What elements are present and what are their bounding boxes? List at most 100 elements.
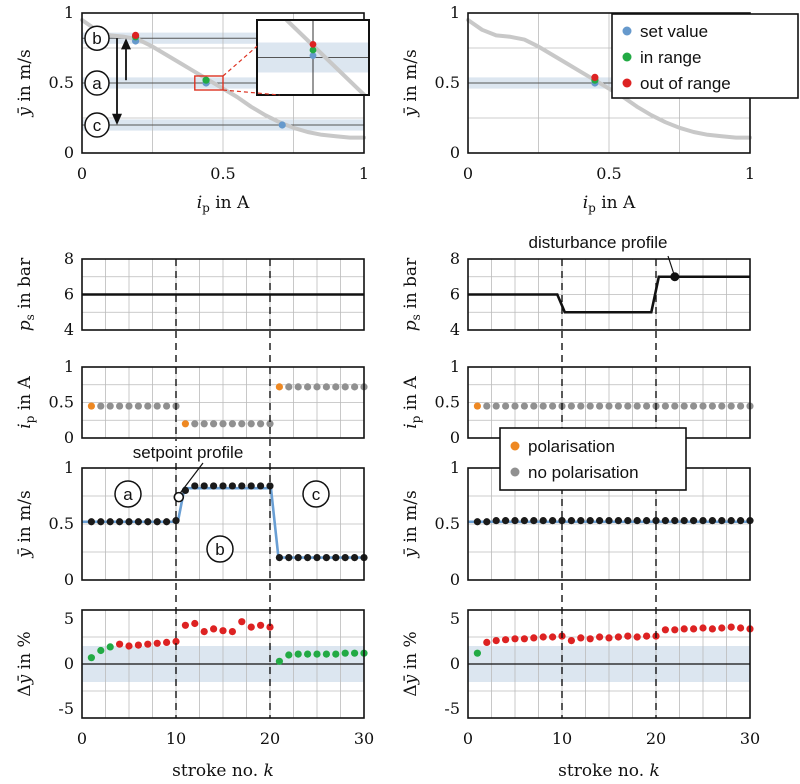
- label-bg: [108, 441, 268, 463]
- y-tick-label: 1: [64, 3, 74, 22]
- plot-frame: [81, 467, 365, 581]
- data-point: [210, 625, 218, 633]
- data-point: [737, 517, 745, 525]
- data-point: [116, 518, 124, 526]
- data-point: [153, 402, 161, 410]
- data-point: [125, 642, 133, 650]
- data-point: [97, 518, 105, 526]
- circle-label-text: c: [93, 116, 102, 135]
- data-point: [708, 625, 717, 633]
- y-axis-label: ȳ in m/s: [15, 490, 35, 558]
- data-point: [257, 482, 265, 490]
- y-tick-label: 6: [450, 285, 460, 304]
- chart-tr: 0 0.5 1 0 0.5 1 ip in A ȳ in m/s: [401, 3, 755, 215]
- data-point: [144, 518, 152, 526]
- x-tick-label: 0: [463, 729, 473, 748]
- marker-out-of_range: [591, 73, 599, 81]
- y-axis-label-group: ȳ in m/s: [401, 490, 421, 558]
- data-point: [520, 635, 529, 643]
- label-bg: [500, 230, 698, 254]
- data-point: [106, 643, 114, 651]
- legend-marker: [622, 26, 632, 36]
- y-axis-label-group: Δȳ in %: [15, 631, 35, 696]
- data-point: [661, 626, 670, 634]
- y-tick-label: 0: [64, 570, 74, 589]
- data-point: [596, 517, 604, 525]
- data-point: [219, 627, 227, 635]
- data-point: [134, 518, 142, 526]
- tl-annotations: b a c: [84, 19, 370, 138]
- inset-marker-set-value: [309, 52, 317, 60]
- disturbance-pointer: [667, 255, 676, 277]
- data-point: [577, 634, 585, 642]
- disturbance-profile-label: disturbance profile: [529, 233, 668, 252]
- legend-marker: [622, 52, 632, 62]
- circle-label-text: a: [123, 485, 133, 504]
- x-tick-label: 10: [552, 729, 572, 748]
- data-point: [690, 517, 698, 525]
- circle-label-a: [114, 480, 142, 508]
- data-point: [266, 623, 274, 631]
- y-tick-label: 0: [450, 654, 460, 673]
- data-point: [549, 633, 557, 641]
- data-point: [652, 517, 660, 525]
- x-axis-label-group: stroke no. k: [558, 761, 660, 781]
- data-point: [671, 517, 679, 525]
- y-tick-label: 0: [450, 570, 460, 589]
- data-point: [191, 420, 199, 428]
- y-tick-label: 0.5: [49, 73, 74, 92]
- arrow-up-head: [121, 38, 131, 50]
- circle-label-text: b: [92, 29, 101, 48]
- data-point: [605, 634, 613, 642]
- legend-item-label: no polarisation: [528, 463, 639, 482]
- data-point: [172, 637, 180, 646]
- legend-item-label: in range: [640, 48, 701, 67]
- data-point: [181, 621, 189, 629]
- data-point: [643, 402, 651, 410]
- circle-label-c: [302, 480, 330, 508]
- inset-marker-in-range: [309, 46, 317, 54]
- data-point: [492, 402, 500, 410]
- data-point: [549, 402, 557, 410]
- y-tick-label: 1: [64, 357, 74, 376]
- x-tick-label: 0.5: [210, 164, 235, 183]
- circle-label-text: c: [312, 485, 321, 504]
- data-point: [483, 402, 491, 410]
- y-axis-label-group: ȳ in m/s: [401, 49, 421, 117]
- data-point: [690, 625, 698, 633]
- y-axis-label-group: ip in A: [15, 375, 37, 428]
- y-tick-label: 1: [450, 3, 460, 22]
- data-point: [87, 654, 95, 662]
- data-point: [238, 482, 246, 490]
- legend-item-label: out of range: [640, 74, 731, 93]
- data-point: [502, 402, 510, 410]
- data-point: [473, 518, 481, 526]
- data-point: [87, 518, 95, 526]
- data-point: [624, 402, 632, 410]
- data-point: [530, 517, 538, 525]
- y-axis-label-group: ȳ in m/s: [15, 490, 35, 558]
- data-point: [275, 554, 283, 562]
- data-point: [549, 517, 557, 525]
- data-point: [275, 383, 283, 391]
- plot-frame: [467, 609, 751, 719]
- data-point: [530, 634, 538, 642]
- legend-item-label: set value: [640, 22, 708, 41]
- chart-ps_l: 4 6 8 ps in bar: [15, 249, 365, 339]
- y-axis-label-group: Δȳ in %: [401, 631, 421, 696]
- x-axis-label: stroke no. k: [558, 761, 660, 781]
- data-point: [238, 420, 246, 428]
- legend-box: [611, 13, 799, 99]
- y-axis-label: ip in A: [15, 375, 37, 428]
- data-point: [596, 633, 604, 641]
- x-tick-label: 0: [463, 164, 473, 183]
- data-point: [502, 517, 510, 525]
- data-point: [680, 402, 688, 410]
- data-point: [492, 637, 500, 645]
- stroke-separators-l: [175, 259, 271, 718]
- data-point: [322, 650, 330, 658]
- data-point: [539, 633, 547, 641]
- data-point: [511, 517, 519, 525]
- y-axis-label: ps in bar: [15, 257, 37, 331]
- data-point: [97, 646, 105, 655]
